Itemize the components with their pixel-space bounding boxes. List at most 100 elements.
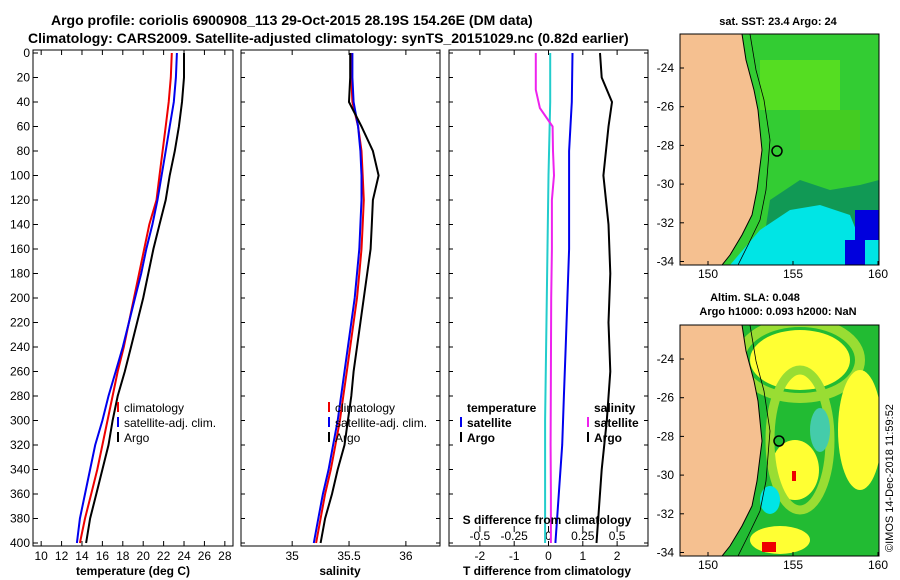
x-tick-label: 35.5	[337, 549, 361, 563]
map-y-tick-label: -26	[657, 391, 675, 405]
map-y-tick-label: -34	[657, 255, 675, 269]
y-tick-label: 340	[10, 463, 30, 477]
salinity-profiles	[312, 53, 380, 544]
legend-label-argo: Argo	[124, 431, 150, 445]
salinity-x-label: salinity	[319, 564, 361, 578]
x-tick-label: 36	[399, 549, 413, 563]
difference-panel: -2 -1 0 1 2 -0.5 -0.25 0 0.25 0.5 S difference f…	[448, 49, 649, 578]
x-tick-label: 2	[614, 549, 621, 563]
sla-map-title-line2: Argo h1000: 0.093 h2000: NaN	[699, 306, 856, 318]
top-tick-label: -0.5	[470, 529, 491, 543]
map-y-tick-label: -24	[657, 352, 675, 366]
x-tick-label: 35	[285, 549, 299, 563]
x-tick-label: 14	[75, 549, 89, 563]
temperature-profiles	[75, 52, 185, 544]
y-tick-label: 380	[10, 512, 30, 526]
sst-map: sat. SST: 23.4 Argo: 24 -24-26-28-30-32-…	[657, 16, 889, 281]
y-tick-label: 360	[10, 487, 30, 501]
map-y-tick-label: -32	[657, 507, 675, 521]
map-y-tick-label: -24	[657, 61, 675, 75]
y-tick-label: 260	[10, 365, 30, 379]
temperature-panel: 0 20 40 60 80 100 120 140 160 180 200 220 240 260 280 3…	[10, 46, 234, 578]
temperature-x-label: temperature (deg C)	[76, 564, 190, 578]
sst-map-image	[680, 34, 879, 265]
s-difference-label: S difference from climatology	[463, 513, 632, 527]
series-line-argo	[85, 53, 185, 544]
legend-label-t-satellite: satellite	[467, 416, 512, 430]
sla-map-isobath	[737, 325, 771, 556]
x-tick-label: 0	[545, 549, 552, 563]
top-tick-label: 0.5	[609, 529, 626, 543]
map-y-tick-label: -30	[657, 177, 675, 191]
sst-map-frame	[679, 33, 880, 266]
y-tick-label: 400	[10, 536, 30, 550]
salinity-panel: 35 35.5 36 salinity climatology satellite-…	[240, 49, 441, 578]
y-tick-label: 80	[17, 144, 31, 158]
series-line-t-satellite	[544, 53, 552, 543]
argo-location-marker	[771, 145, 783, 157]
x-tick-label: -2	[475, 549, 486, 563]
y-tick-label: 300	[10, 414, 30, 428]
x-tick-label: 10	[34, 549, 48, 563]
legend-label-satellite: satellite-adj. clim.	[335, 416, 427, 430]
legend-label-t-argo: Argo	[467, 431, 495, 445]
x-tick-label: 28	[218, 549, 232, 563]
sla-map: Altim. SLA: 0.048 Argo h1000: 0.093 h200…	[657, 292, 889, 572]
sst-map-isobath	[737, 34, 771, 265]
map-x-tick-label: 160	[868, 267, 888, 281]
map-x-tick-label: 150	[698, 558, 718, 572]
y-tick-label: 200	[10, 291, 30, 305]
map-x-tick-label: 155	[783, 267, 803, 281]
sla-map-axes: -24 -26 -28 -30 -32 -34 150 155 160	[657, 352, 889, 572]
y-tick-label: 100	[10, 169, 30, 183]
y-tick-label: 140	[10, 218, 30, 232]
sla-map-coastline	[721, 325, 763, 556]
legend-label-climatology: climatology	[335, 401, 395, 415]
x-tick-label: 1	[579, 549, 586, 563]
y-tick-label: 280	[10, 389, 30, 403]
series-line-s-argo	[595, 52, 614, 544]
map-y-tick-label: -30	[657, 468, 675, 482]
salinity-axes-frame	[240, 49, 441, 547]
x-tick-label: 22	[157, 549, 171, 563]
sla-map-title-line1: Altim. SLA: 0.048	[710, 292, 800, 304]
map-y-tick-label: -28	[657, 429, 675, 443]
x-tick-label: -1	[509, 549, 520, 563]
top-tick-label: 0.25	[571, 529, 595, 543]
x-tick-label: 26	[198, 549, 212, 563]
figure-title-line1: Argo profile: coriolis 6900908_113 29-Oc…	[51, 12, 533, 28]
legend-label-s-satellite: satellite	[594, 416, 639, 430]
salinity-legend: climatology satellite-adj. clim. Argo	[328, 401, 427, 445]
difference-axes-frame	[448, 49, 649, 547]
depth-axis: 0 20 40 60 80 100 120 140 160 180 200 220 240 260 280 3…	[10, 46, 38, 550]
sst-map-title: sat. SST: 23.4 Argo: 24	[719, 16, 837, 28]
top-tick-label: -0.25	[501, 529, 529, 543]
x-tick-label: 12	[55, 549, 69, 563]
legend-label-argo: Argo	[335, 431, 361, 445]
sst-map-land	[680, 34, 762, 265]
map-y-tick-label: -26	[657, 100, 675, 114]
y-tick-label: 0	[23, 46, 30, 60]
legend-label-satellite: satellite-adj. clim.	[124, 416, 216, 430]
t-difference-x-axis: -2 -1 0 1 2	[449, 50, 648, 563]
legend-title-salinity: salinity	[594, 401, 636, 415]
sla-map-land	[680, 325, 762, 556]
temperature-x-axis: 10 12 14 16 18 20 22 24 26 28	[34, 50, 232, 563]
t-difference-x-label: T difference from climatology	[463, 564, 631, 578]
difference-legend: temperature satellite Argo salinity sate…	[460, 401, 639, 445]
y-tick-label: 240	[10, 340, 30, 354]
difference-profiles	[534, 52, 614, 544]
sst-map-axes: -24 -26 -28 -30 -32 -34 150 155 160	[657, 61, 889, 281]
y-tick-label: 320	[10, 438, 30, 452]
x-tick-label: 16	[96, 549, 110, 563]
x-tick-label: 18	[116, 549, 130, 563]
series-line-argo	[319, 53, 380, 544]
y-tick-label: 20	[17, 71, 31, 85]
y-tick-label: 180	[10, 267, 30, 281]
series-line-t-argo	[554, 52, 574, 544]
top-tick-label: 0	[545, 529, 552, 543]
y-tick-label: 60	[17, 120, 31, 134]
y-tick-label: 120	[10, 193, 30, 207]
argo-location-marker	[773, 435, 785, 447]
y-tick-label: 160	[10, 242, 30, 256]
